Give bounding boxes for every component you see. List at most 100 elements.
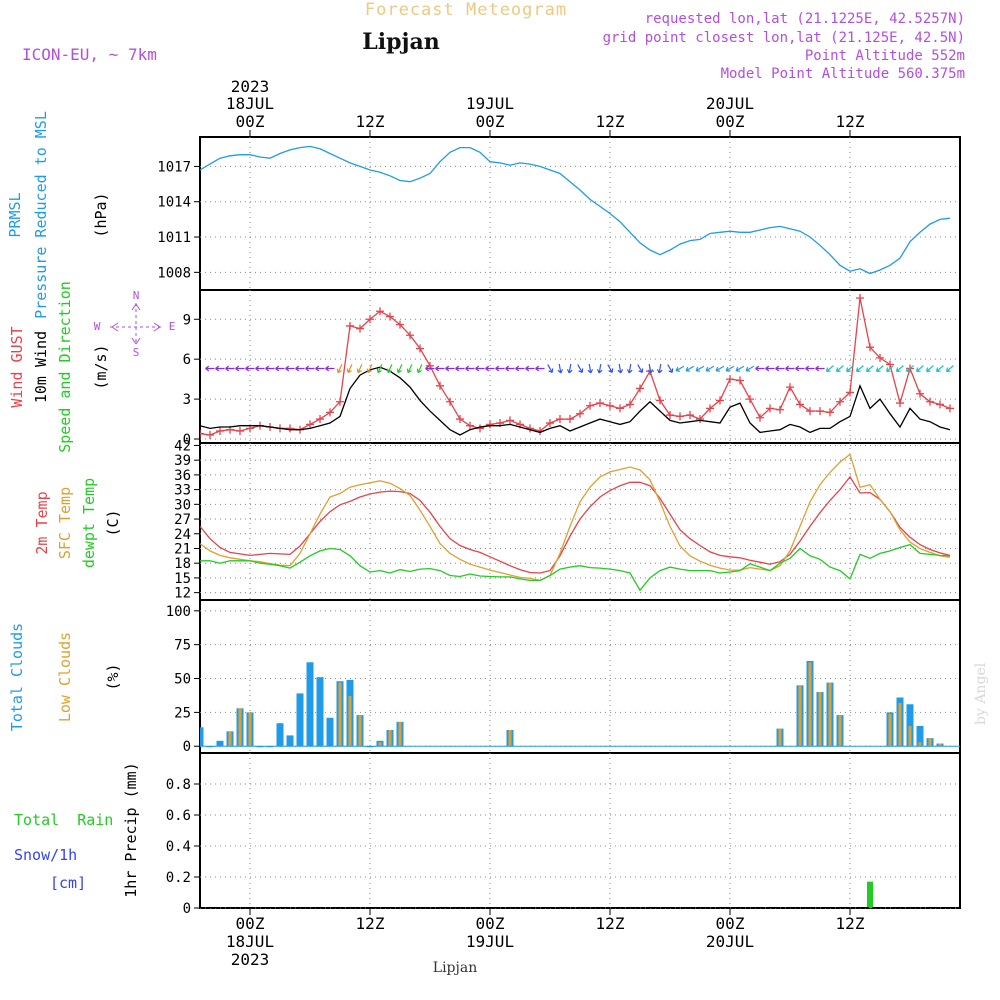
panel-frame: [199, 752, 961, 909]
panel-frame: [199, 599, 961, 754]
bar-total-clouds: [286, 735, 294, 747]
wind-arrow: [845, 365, 854, 372]
series-line-sfc-temp: [200, 453, 951, 582]
bottom-time-label: 00Z: [236, 914, 265, 933]
gust-marker: [466, 421, 474, 430]
model-label: ICON-EU, ~ 7km: [22, 45, 157, 64]
gust-marker: [696, 415, 704, 424]
y-axis-label: Low Clouds: [56, 632, 74, 722]
gust-marker: [616, 404, 624, 413]
bar-total-clouds: [326, 717, 334, 747]
bar-low-clouds: [348, 696, 352, 747]
gust-marker: [346, 321, 354, 330]
wind-arrow: [396, 364, 403, 374]
bottom-time-label: 12Z: [356, 914, 385, 933]
gust-marker: [916, 389, 924, 398]
wind-arrow: [325, 365, 335, 372]
wind-arrow: [637, 364, 644, 373]
y-axis-label: PRMSL: [6, 192, 24, 237]
bar-low-clouds: [808, 662, 812, 747]
bar-total-clouds: [306, 662, 314, 747]
y-axis-label: Total Clouds: [8, 623, 26, 731]
bar-low-clouds: [388, 729, 392, 747]
bar-total-clouds: [316, 677, 324, 747]
bar-total-clouds: [296, 693, 304, 747]
wind-arrow: [715, 365, 725, 372]
gust-marker: [366, 315, 374, 324]
series-line-2m-temp: [200, 475, 951, 574]
bar-total-clouds: [200, 727, 204, 747]
gust-marker: [576, 409, 584, 418]
wind-arrow: [865, 365, 874, 372]
wind-arrow: [215, 365, 225, 372]
bar-total-clouds: [276, 723, 284, 747]
gust-marker: [766, 404, 774, 413]
wind-arrow: [315, 365, 325, 372]
wind-arrow: [695, 365, 705, 372]
bottom-time-label: 20JUL: [706, 932, 754, 951]
gust-marker: [326, 408, 334, 417]
bar-low-clouds: [338, 682, 342, 747]
y-tick-label: 30: [174, 497, 191, 513]
series-line-wind-gust: [200, 297, 951, 436]
y-axis-label: Wind GUST: [8, 326, 26, 407]
wind-arrow: [265, 365, 275, 372]
gust-marker: [626, 400, 634, 409]
plot-area: [200, 453, 951, 592]
wind-arrow: [225, 365, 235, 372]
gust-marker: [636, 384, 644, 393]
wind-arrow: [445, 365, 455, 372]
wind-arrow: [515, 365, 525, 372]
gust-marker: [546, 419, 554, 428]
bar-low-clouds: [908, 725, 912, 747]
wind-arrow: [815, 365, 825, 372]
bottom-time-label: 19JUL: [466, 932, 514, 951]
wind-arrow: [765, 365, 775, 372]
top-time-label: 20JUL: [706, 94, 754, 113]
bar-total-clouds: [906, 704, 914, 747]
wind-arrow: [805, 365, 815, 372]
gust-marker: [926, 397, 934, 406]
y-tick-label: 1011: [157, 230, 191, 246]
gust-marker: [236, 427, 244, 436]
bar-low-clouds: [898, 702, 902, 747]
gust-marker: [806, 407, 814, 416]
snow-units-label: [cm]: [50, 874, 86, 892]
series-line-prmsl: [200, 145, 951, 275]
y-axis-label: Pressure Reduced to MSL: [32, 111, 50, 319]
top-year-label: 2023: [231, 77, 270, 96]
wind-arrow: [557, 363, 564, 374]
top-time-label: 18JUL: [226, 94, 274, 113]
wind-arrow: [775, 365, 785, 372]
y-axis-label: 1hr Precip (mm): [122, 762, 140, 897]
bar-low-clouds: [398, 721, 402, 747]
wind-arrow: [685, 365, 695, 372]
gust-marker: [776, 405, 784, 414]
wind-arrow: [825, 365, 834, 372]
plot-area: [200, 881, 960, 908]
gust-marker: [866, 343, 874, 352]
y-tick-label: 0.6: [166, 808, 191, 824]
series-line-dewpt-temp: [200, 543, 951, 592]
y-tick-label: 24: [174, 527, 191, 543]
wind-arrow: [835, 365, 844, 372]
y-tick-label: 50: [174, 672, 191, 688]
wind-arrow: [435, 365, 445, 372]
bar-low-clouds: [918, 742, 922, 747]
wind-arrow: [275, 365, 285, 372]
footer-location: Lipjan: [433, 960, 477, 976]
y-axis-label: Speed and Direction: [56, 281, 74, 453]
bottom-time-label: 18JUL: [226, 932, 274, 951]
y-tick-label: 42: [174, 438, 191, 454]
y-tick-label: 18: [174, 556, 191, 572]
wind-arrow: [596, 363, 603, 374]
y-tick-label: 75: [174, 638, 191, 654]
rain-label: Total Rain: [14, 811, 113, 829]
top-time-label: 12Z: [356, 112, 385, 131]
wind-arrow: [895, 365, 904, 372]
requested-coords: requested lon,lat (21.1225E, 42.5257N): [645, 11, 965, 27]
wind-arrow: [285, 365, 295, 372]
y-axis-label: SFC Temp: [56, 487, 74, 559]
y-tick-label: 1017: [157, 159, 191, 175]
